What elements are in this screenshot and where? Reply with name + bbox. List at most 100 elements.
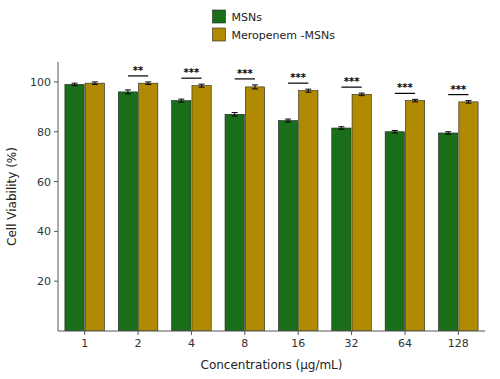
legend: MSNs Meropenem -MSNs	[213, 10, 336, 42]
y-tick-label: 60	[37, 176, 51, 189]
y-tick	[54, 281, 58, 282]
error-cap	[145, 84, 151, 85]
error-cap	[125, 89, 131, 90]
error-bar	[232, 113, 238, 116]
bar	[172, 101, 191, 331]
error-cap	[252, 84, 258, 85]
error-cap	[178, 102, 184, 103]
error-cap	[232, 112, 238, 113]
x-tick	[191, 331, 192, 335]
bar	[225, 114, 244, 331]
x-tick-label: 2	[135, 337, 142, 350]
chart: 204060801001248163264128****************…	[0, 0, 500, 379]
error-bar	[338, 127, 344, 129]
error-cap	[305, 92, 311, 93]
x-tick	[84, 331, 85, 335]
significance-label: **	[133, 65, 144, 76]
error-stem	[127, 90, 128, 94]
y-tick	[54, 131, 58, 132]
legend-swatch	[213, 10, 226, 23]
y-tick-label: 100	[30, 76, 51, 89]
error-cap	[465, 100, 471, 101]
legend-label: Meropenem -MSNs	[232, 29, 336, 42]
error-bar	[199, 84, 205, 87]
x-tick	[298, 331, 299, 335]
legend-label: MSNs	[232, 11, 263, 24]
error-cap	[92, 81, 98, 82]
x-tick	[138, 331, 139, 335]
x-tick-label: 1	[81, 337, 88, 350]
x-tick-label: 128	[448, 337, 469, 350]
y-tick	[54, 231, 58, 232]
x-tick	[458, 331, 459, 335]
error-cap	[199, 87, 205, 88]
legend-swatch	[213, 28, 226, 41]
significance-label: ***	[450, 84, 466, 95]
x-tick-label: 8	[241, 337, 248, 350]
error-bar	[252, 85, 258, 89]
bar	[352, 94, 371, 331]
error-bar	[92, 82, 98, 84]
y-axis	[58, 62, 59, 331]
error-bar	[412, 99, 418, 101]
bar	[245, 87, 264, 331]
error-stem	[234, 113, 235, 116]
error-stem	[254, 85, 255, 89]
error-bar	[125, 90, 131, 94]
error-cap	[305, 89, 311, 90]
x-tick-label: 32	[345, 337, 359, 350]
bar	[385, 132, 404, 331]
error-cap	[392, 132, 398, 133]
significance-label: ***	[397, 82, 413, 93]
bar	[65, 84, 84, 331]
error-bar	[359, 93, 365, 95]
error-cap	[338, 129, 344, 130]
x-axis-label: Concentrations (μg/mL)	[201, 358, 343, 372]
error-bar	[72, 83, 78, 85]
bar	[439, 133, 458, 331]
significance-label: ***	[290, 72, 306, 83]
error-cap	[445, 131, 451, 132]
error-bar	[285, 119, 291, 122]
error-cap	[178, 99, 184, 100]
bars	[65, 82, 478, 331]
error-cap	[232, 116, 238, 117]
error-bar	[178, 99, 184, 102]
y-tick	[54, 81, 58, 82]
significance-label: ***	[237, 68, 253, 79]
bar	[118, 92, 137, 331]
error-cap	[285, 122, 291, 123]
error-cap	[392, 130, 398, 131]
bar	[299, 91, 318, 331]
bar	[139, 83, 158, 331]
significance-label: ***	[184, 67, 200, 78]
error-cap	[199, 84, 205, 85]
error-cap	[412, 99, 418, 100]
error-cap	[359, 95, 365, 96]
y-tick	[54, 181, 58, 182]
x-tick-label: 64	[398, 337, 412, 350]
error-cap	[465, 103, 471, 104]
error-cap	[125, 93, 131, 94]
error-bar	[445, 132, 451, 134]
error-cap	[285, 119, 291, 120]
error-bar	[392, 130, 398, 132]
bar	[459, 102, 478, 331]
error-bar	[145, 82, 151, 84]
y-axis-label: Cell Viability (%)	[5, 147, 19, 246]
significance-label: ***	[344, 76, 360, 87]
bar	[192, 86, 211, 331]
error-bar	[465, 101, 471, 103]
error-cap	[445, 134, 451, 135]
x-tick	[244, 331, 245, 335]
error-cap	[359, 93, 365, 94]
x-tick	[351, 331, 352, 335]
bar	[85, 83, 104, 331]
x-tick-label: 4	[188, 337, 195, 350]
error-cap	[72, 83, 78, 84]
y-tick-label: 80	[37, 126, 51, 139]
y-tick-label: 20	[37, 275, 51, 288]
error-cap	[338, 126, 344, 127]
error-bar	[305, 89, 311, 92]
error-cap	[412, 101, 418, 102]
